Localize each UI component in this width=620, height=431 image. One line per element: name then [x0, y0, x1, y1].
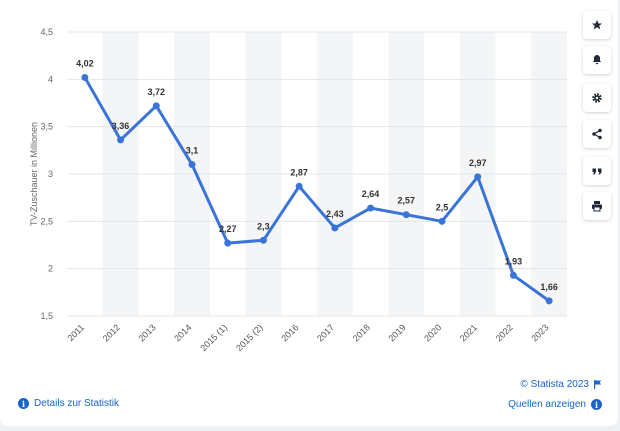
- data-point: [545, 297, 553, 305]
- bell-icon: [593, 55, 601, 65]
- x-tick-label: 2016: [279, 322, 300, 343]
- data-label: 2,57: [398, 196, 416, 206]
- data-point: [474, 173, 482, 181]
- data-label: 1,93: [505, 256, 523, 266]
- data-label: 2,43: [326, 209, 344, 219]
- share-button[interactable]: [583, 120, 611, 148]
- data-label: 3,1: [186, 146, 199, 156]
- y-tick-label: 3,5: [40, 122, 53, 132]
- data-point: [295, 182, 303, 190]
- y-tick-label: 2,5: [40, 216, 53, 226]
- series-line: [83, 75, 551, 303]
- x-tick-label: 2023: [529, 322, 550, 343]
- data-label: 4,02: [76, 58, 94, 68]
- printer-icon: [592, 201, 602, 212]
- details-link[interactable]: i Details zur Statistik: [18, 398, 119, 409]
- data-point: [331, 224, 339, 232]
- data-point: [224, 239, 232, 247]
- y-tick-label: 3: [48, 169, 53, 179]
- x-tick-label: 2015 (2): [234, 322, 265, 353]
- data-point: [438, 217, 446, 225]
- x-tick-label: 2021: [458, 322, 479, 343]
- y-tick-label: 1,5: [40, 311, 53, 321]
- data-point: [152, 102, 160, 110]
- share-icon: [592, 128, 602, 140]
- x-tick-label: 2013: [136, 322, 157, 343]
- info-icon: i: [18, 398, 29, 409]
- data-point: [259, 236, 267, 244]
- copyright-label: © Statista 2023: [520, 379, 589, 390]
- quote-icon: [592, 168, 602, 175]
- sources-link[interactable]: Quellen anzeigen i: [508, 399, 602, 410]
- data-label: 2,87: [290, 167, 308, 177]
- x-tick-label: 2014: [172, 322, 193, 343]
- x-tick-label: 2020: [422, 322, 443, 343]
- data-label: 2,64: [362, 189, 380, 199]
- data-point: [188, 161, 196, 169]
- star-icon: [592, 20, 602, 30]
- settings-button[interactable]: [583, 84, 611, 112]
- x-tick-label: 2022: [494, 322, 515, 343]
- x-tick-label: 2019: [386, 322, 407, 343]
- data-label: 2,97: [469, 158, 487, 168]
- y-tick-label: 4: [48, 74, 53, 84]
- data-point: [81, 73, 89, 81]
- print-button[interactable]: [583, 192, 611, 220]
- y-tick-label: 2: [48, 264, 53, 274]
- x-tick-label: 2015 (1): [198, 322, 229, 353]
- cite-button[interactable]: [583, 157, 611, 185]
- data-point: [402, 211, 410, 219]
- data-point: [367, 204, 375, 212]
- gear-icon: [592, 93, 602, 103]
- data-label: 2,5: [436, 202, 449, 212]
- y-tick-label: 4,5: [40, 27, 53, 37]
- x-tick-label: 2012: [101, 322, 122, 343]
- data-label: 2,27: [219, 224, 237, 234]
- copyright[interactable]: © Statista 2023: [520, 379, 602, 390]
- x-tick-label: 2011: [66, 322, 87, 343]
- x-tick-label: 2017: [315, 322, 336, 343]
- details-label: Details zur Statistik: [34, 398, 120, 409]
- data-label: 2,3: [257, 221, 270, 231]
- notification-button[interactable]: [583, 46, 611, 74]
- data-label: 1,66: [540, 282, 558, 292]
- data-point: [509, 271, 517, 279]
- favorite-button[interactable]: [583, 11, 611, 39]
- x-tick-label: 2018: [351, 322, 372, 343]
- data-label: 3,72: [148, 87, 166, 97]
- y-axis-label: TV-Zuschauer in Millionen: [29, 122, 39, 226]
- data-label: 3,36: [112, 121, 130, 131]
- sources-label: Quellen anzeigen: [508, 399, 586, 410]
- flag-icon: [594, 380, 602, 389]
- info-icon: i: [591, 399, 602, 410]
- data-point: [117, 136, 125, 144]
